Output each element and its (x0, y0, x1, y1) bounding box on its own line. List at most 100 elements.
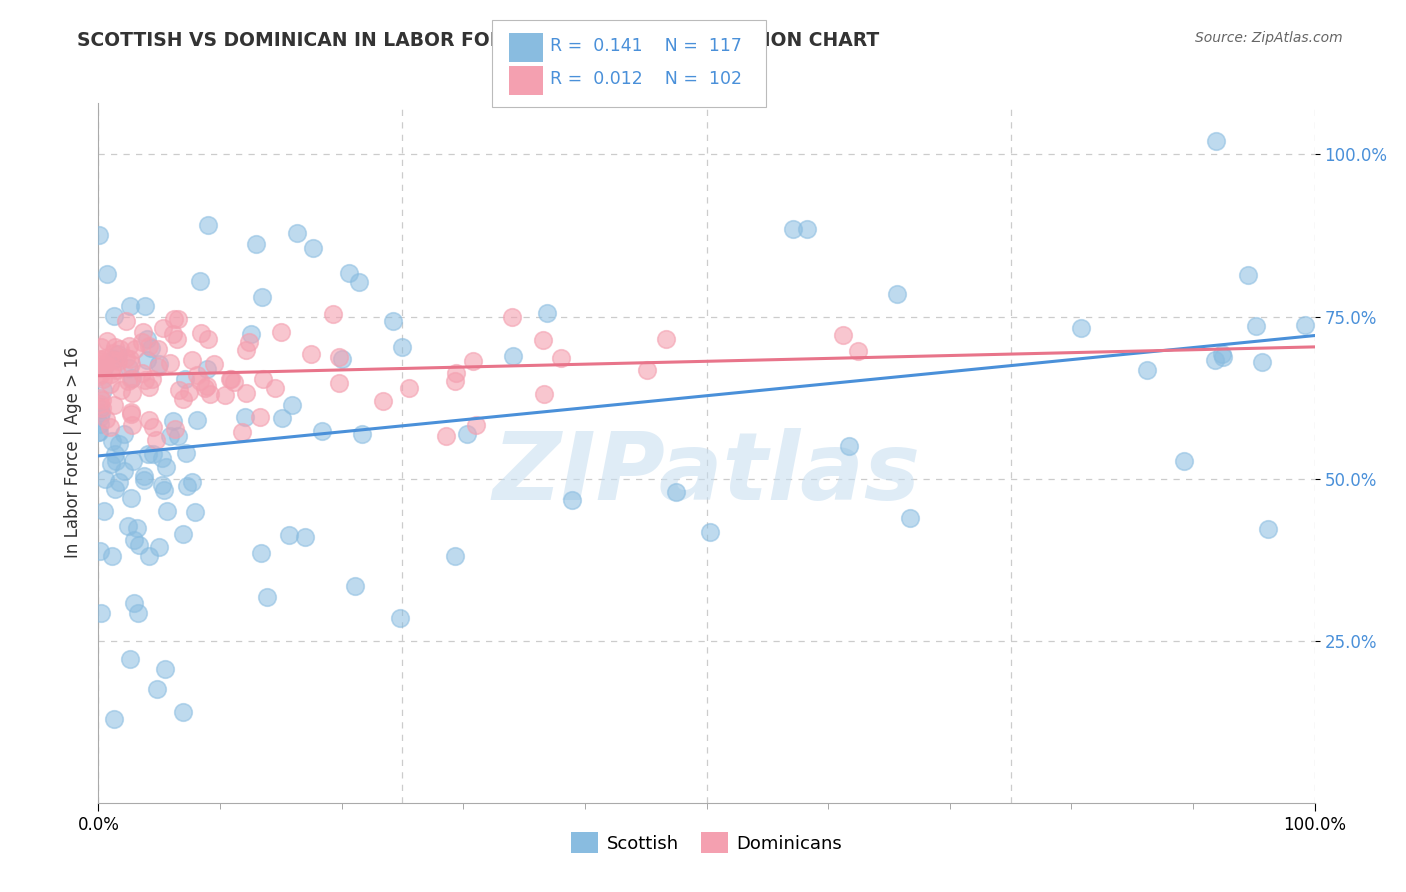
Point (136, 447, 159, 461)
Point (197, 332, 219, 346)
Point (287, 226, 309, 240)
Point (124, 343, 146, 357)
Point (141, 371, 163, 385)
Point (174, 445, 197, 459)
Point (195, 362, 218, 376)
Point (371, 393, 394, 408)
Point (120, 371, 142, 385)
Point (134, 299, 156, 313)
Point (222, 376, 245, 390)
Point (235, 343, 257, 357)
Point (231, 425, 253, 440)
Point (782, 222, 804, 236)
Point (382, 314, 405, 328)
Point (330, 351, 353, 366)
Point (103, 398, 125, 412)
Point (153, 483, 176, 497)
Point (186, 412, 208, 426)
Point (120, 405, 142, 419)
Point (456, 427, 478, 442)
Point (89, 354, 111, 368)
Point (444, 374, 467, 388)
Point (93, 359, 115, 373)
Point (322, 307, 344, 321)
Point (103, 712, 125, 726)
Point (142, 447, 165, 461)
Point (198, 386, 221, 401)
Point (117, 374, 139, 388)
Point (1204, 353, 1226, 368)
Point (145, 434, 167, 448)
Point (218, 372, 240, 386)
Point (87, 425, 110, 439)
Point (115, 314, 138, 328)
Point (141, 341, 163, 355)
Point (501, 310, 523, 324)
Point (93, 504, 115, 518)
Point (463, 353, 485, 368)
Point (1173, 454, 1195, 468)
Point (699, 524, 721, 539)
Point (155, 460, 177, 475)
Point (89, 228, 111, 243)
Point (122, 533, 145, 547)
Point (278, 528, 301, 542)
Point (127, 521, 149, 535)
Point (190, 326, 212, 341)
Point (174, 371, 197, 385)
Point (391, 341, 413, 355)
Point (531, 333, 554, 347)
Point (138, 413, 160, 427)
Point (153, 662, 176, 676)
Point (172, 392, 194, 406)
Point (299, 346, 322, 360)
Point (93, 472, 115, 486)
Point (117, 518, 139, 533)
Point (190, 374, 212, 388)
Point (148, 342, 170, 356)
Point (103, 447, 125, 461)
Point (202, 357, 225, 371)
Point (103, 346, 125, 360)
Point (238, 335, 260, 350)
Point (1070, 321, 1092, 335)
Point (150, 478, 173, 492)
Point (98, 420, 121, 434)
Point (100, 457, 122, 471)
Point (194, 380, 217, 394)
Point (96, 267, 118, 281)
Point (398, 381, 420, 395)
Legend: Scottish, Dominicans: Scottish, Dominicans (564, 825, 849, 860)
Point (832, 328, 855, 343)
Point (131, 335, 153, 350)
Point (197, 218, 219, 232)
Point (1237, 268, 1260, 282)
Point (294, 530, 316, 544)
Point (654, 332, 676, 346)
Point (134, 373, 156, 387)
Point (120, 352, 142, 367)
Point (90, 406, 112, 420)
Point (89, 401, 111, 416)
Point (1244, 319, 1267, 334)
Point (96, 334, 118, 348)
Point (536, 306, 558, 320)
Point (444, 366, 467, 380)
Point (112, 464, 135, 478)
Point (104, 363, 127, 377)
Point (90, 606, 112, 620)
Point (91, 372, 114, 386)
Point (96, 412, 118, 426)
Point (846, 344, 869, 359)
Point (190, 274, 212, 288)
Point (166, 332, 188, 346)
Point (159, 356, 181, 370)
Point (138, 339, 160, 353)
Point (132, 473, 155, 487)
Point (163, 311, 186, 326)
Point (100, 368, 122, 382)
Point (176, 479, 198, 493)
Point (156, 504, 179, 518)
Point (138, 549, 160, 563)
Point (118, 360, 141, 375)
